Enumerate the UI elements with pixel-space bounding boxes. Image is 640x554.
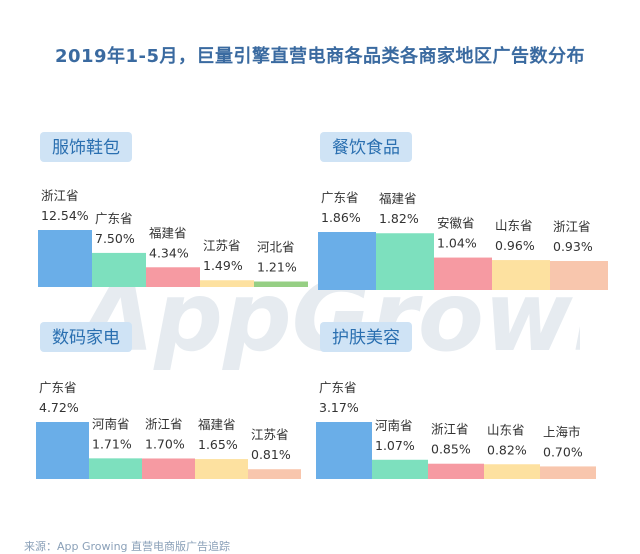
value-label: 4.34%: [149, 245, 189, 260]
category-label: 浙江省: [431, 422, 469, 437]
value-label: 0.81%: [251, 447, 291, 462]
bar-3: [146, 267, 200, 287]
bar-1: [38, 230, 92, 287]
bar-3: [434, 257, 492, 290]
bar-2: [372, 459, 428, 479]
panel-title: 餐饮食品: [332, 138, 400, 158]
bar-5: [254, 281, 308, 287]
category-label: 广东省: [95, 211, 133, 226]
bar-1: [36, 422, 89, 479]
value-label: 12.54%: [41, 208, 89, 223]
bar-4: [492, 260, 550, 290]
category-label: 浙江省: [41, 188, 79, 203]
bar-5: [540, 466, 596, 479]
value-label: 1.70%: [145, 436, 185, 451]
panel-title: 服饰鞋包: [52, 138, 120, 158]
value-label: 3.17%: [319, 400, 359, 415]
panel-2: 餐饮食品 1.86% 广东省 1.82% 福建省 1.04% 安徽省 0.96% 山东省 0.93…: [318, 132, 608, 290]
category-label: 广东省: [319, 380, 357, 395]
category-label: 福建省: [198, 417, 236, 432]
panel-title-bg: [40, 132, 132, 162]
bar-1: [318, 232, 376, 290]
bar-1: [316, 422, 372, 479]
value-label: 0.82%: [487, 442, 527, 457]
category-label: 上海市: [543, 424, 581, 439]
category-label: 河北省: [257, 240, 295, 255]
value-label: 1.21%: [257, 260, 297, 275]
category-label: 河南省: [92, 416, 130, 431]
panel-3: 数码家电 4.72% 广东省 1.71% 河南省 1.70% 浙江省 1.65% 福建省 0.81…: [36, 322, 301, 479]
category-label: 福建省: [149, 225, 187, 240]
panel-title-bg: [40, 322, 132, 352]
value-label: 4.72%: [39, 400, 79, 415]
panel-title-bg: [320, 132, 412, 162]
bar-2: [92, 252, 146, 287]
bar-2: [89, 458, 142, 479]
value-label: 1.65%: [198, 437, 238, 452]
category-label: 广东省: [321, 190, 359, 205]
panel-title-bg: [320, 322, 412, 352]
category-label: 安徽省: [437, 216, 475, 231]
panel-4: 护肤美容 3.17% 广东省 1.07% 河南省 0.85% 浙江省 0.82% 山东省 0.70…: [316, 322, 596, 479]
category-label: 福建省: [379, 191, 417, 206]
category-label: 浙江省: [553, 219, 591, 234]
panel-title: 护肤美容: [332, 328, 400, 348]
value-label: 1.07%: [375, 438, 415, 453]
bar-5: [550, 261, 608, 290]
chart-title: 2019年1-5月，巨量引擎直营电商各品类各商家地区广告数分布: [54, 46, 586, 67]
source-note: 来源：App Growing 直营电商版广告追踪: [24, 540, 231, 553]
category-label: 江苏省: [203, 238, 241, 253]
value-label: 1.71%: [92, 436, 132, 451]
bar-4: [200, 280, 254, 287]
panel-1: 服饰鞋包 12.54% 浙江省 7.50% 广东省 4.34% 福建省 1.49% 江苏省 1.2…: [38, 132, 308, 287]
bar-5: [248, 469, 301, 479]
value-label: 0.70%: [543, 444, 583, 459]
category-label: 河南省: [375, 418, 413, 433]
category-label: 山东省: [495, 218, 533, 233]
value-label: 1.04%: [437, 236, 477, 251]
category-label: 广东省: [39, 380, 77, 395]
value-label: 0.96%: [495, 238, 535, 253]
category-label: 江苏省: [251, 427, 289, 442]
bar-3: [428, 463, 484, 479]
panel-title: 数码家电: [52, 328, 120, 348]
value-label: 1.82%: [379, 211, 419, 226]
bar-3: [142, 458, 195, 479]
category-label: 山东省: [487, 422, 525, 437]
value-label: 1.86%: [321, 210, 361, 225]
value-label: 0.85%: [431, 442, 471, 457]
category-label: 浙江省: [145, 416, 183, 431]
value-label: 1.49%: [203, 258, 243, 273]
bar-4: [484, 464, 540, 479]
bar-4: [195, 459, 248, 479]
value-label: 7.50%: [95, 231, 135, 246]
value-label: 0.93%: [553, 239, 593, 254]
bar-2: [376, 233, 434, 290]
